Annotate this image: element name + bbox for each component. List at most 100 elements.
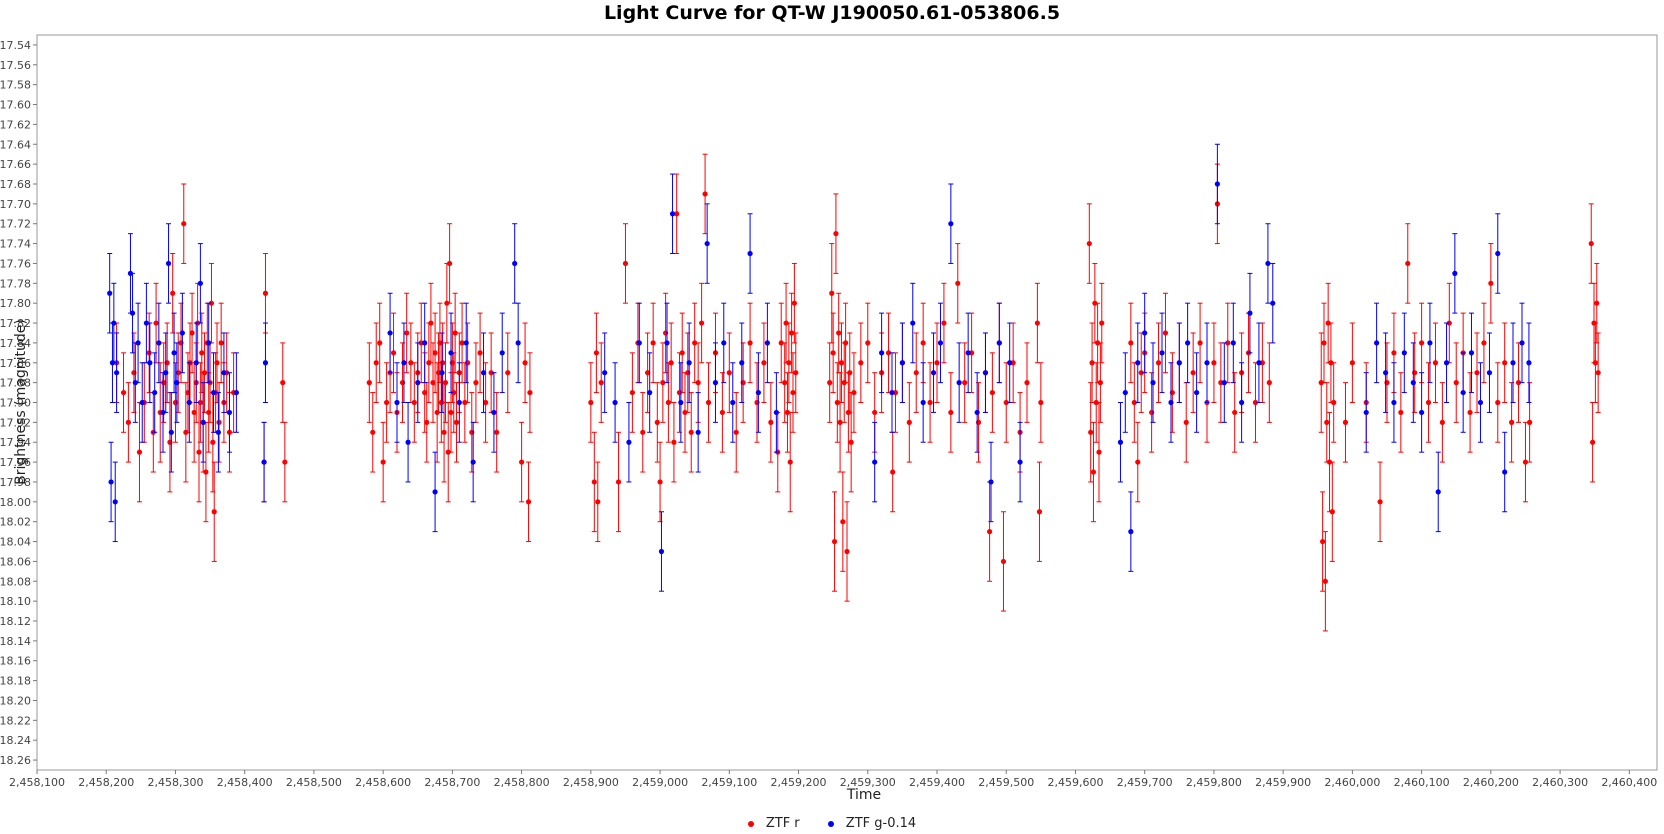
data-point: [974, 409, 980, 416]
data-point: [189, 330, 195, 336]
data-point: [459, 340, 465, 346]
data-point: [1230, 340, 1236, 346]
data-point: [1477, 399, 1484, 406]
y-tick-label: 18.12: [0, 615, 31, 628]
y-tick-label: 17.88: [0, 377, 31, 390]
data-point: [934, 360, 940, 366]
data-point: [442, 380, 449, 386]
data-point: [199, 350, 205, 356]
data-point: [1510, 360, 1516, 366]
x-tick-label: 2,460,200: [1463, 776, 1519, 789]
data-point: [404, 330, 410, 336]
data-point: [1342, 419, 1349, 425]
data-point: [261, 459, 267, 465]
data-point: [1502, 469, 1508, 475]
data-point: [927, 399, 933, 406]
data-point: [650, 340, 656, 346]
data-point: [411, 399, 417, 406]
data-point: [955, 280, 961, 286]
data-point: [1017, 459, 1023, 465]
data-point: [831, 538, 838, 545]
x-tick-label: 2,458,500: [286, 776, 342, 789]
data-point: [962, 380, 968, 386]
data-point: [778, 340, 784, 346]
data-point: [1588, 240, 1594, 247]
data-point: [1526, 360, 1532, 366]
x-tick-label: 2,458,300: [147, 776, 203, 789]
data-point: [747, 340, 753, 346]
y-tick-label: 18.04: [0, 536, 31, 549]
data-point: [430, 380, 436, 386]
data-point: [847, 370, 853, 376]
data-point: [447, 260, 453, 267]
data-point: [1321, 340, 1327, 346]
data-point: [491, 409, 497, 416]
data-point: [519, 459, 525, 465]
data-point: [215, 429, 221, 435]
data-point: [1398, 409, 1404, 416]
y-tick-label: 18.26: [0, 754, 31, 767]
data-point: [761, 360, 767, 366]
data-point: [747, 250, 753, 257]
x-tick-label: 2,459,100: [701, 776, 757, 789]
y-tick-label: 17.66: [0, 158, 31, 171]
data-point: [629, 389, 635, 396]
data-point: [730, 399, 736, 406]
data-point: [965, 350, 971, 356]
data-point: [658, 548, 665, 555]
data-point: [1239, 399, 1245, 406]
series-ztf-r: [114, 153, 1601, 632]
data-point: [146, 350, 152, 356]
y-tick-label: 18.06: [0, 555, 31, 568]
data-point: [181, 221, 187, 227]
data-point: [1138, 370, 1144, 376]
data-point: [1432, 360, 1439, 366]
data-point: [784, 409, 791, 416]
y-tick-label: 17.64: [0, 138, 31, 151]
data-point: [488, 370, 494, 376]
data-point: [143, 320, 149, 326]
data-point: [415, 380, 421, 386]
data-point: [226, 409, 233, 416]
data-point: [739, 360, 745, 366]
y-tick-label: 17.58: [0, 79, 31, 92]
data-point: [768, 419, 774, 425]
data-point: [1211, 360, 1217, 366]
y-tick-label: 18.20: [0, 694, 31, 707]
data-point: [1088, 429, 1094, 435]
data-point: [515, 340, 521, 346]
data-point: [161, 380, 167, 386]
data-point: [830, 350, 836, 356]
data-point: [591, 479, 597, 485]
data-point: [615, 479, 622, 485]
x-tick-label: 2,460,100: [1394, 776, 1450, 789]
x-tick-label: 2,459,800: [1186, 776, 1242, 789]
x-tick-label: 2,460,300: [1532, 776, 1588, 789]
data-point: [1349, 360, 1355, 366]
x-tick-label: 2,460,400: [1601, 776, 1657, 789]
data-point: [424, 419, 430, 425]
data-point: [1086, 240, 1092, 247]
data-point: [948, 409, 954, 416]
y-tick-label: 18.18: [0, 675, 31, 688]
data-point: [432, 489, 438, 495]
data-point: [702, 191, 708, 197]
data-point: [1183, 419, 1189, 425]
data-point: [1502, 360, 1508, 366]
legend-entry-ztf-g: ZTF g-0.14: [827, 816, 916, 831]
y-tick-label: 17.54: [0, 39, 31, 52]
data-point: [829, 290, 835, 296]
legend-marker-ztf-g: [827, 820, 834, 827]
series-layer: [107, 143, 1601, 632]
data-point: [827, 380, 833, 386]
data-point: [456, 399, 462, 406]
data-point: [477, 350, 483, 356]
data-point: [165, 260, 172, 267]
y-tick-label: 17.80: [0, 297, 31, 310]
data-point: [1509, 419, 1515, 425]
data-point: [1197, 340, 1203, 346]
y-axis: 17.54 17.56 17.58 17.60 17.62 17.64 17.66 17.68…: [0, 39, 37, 767]
data-point: [913, 370, 919, 376]
data-point: [1225, 340, 1231, 346]
data-point: [1185, 340, 1191, 346]
